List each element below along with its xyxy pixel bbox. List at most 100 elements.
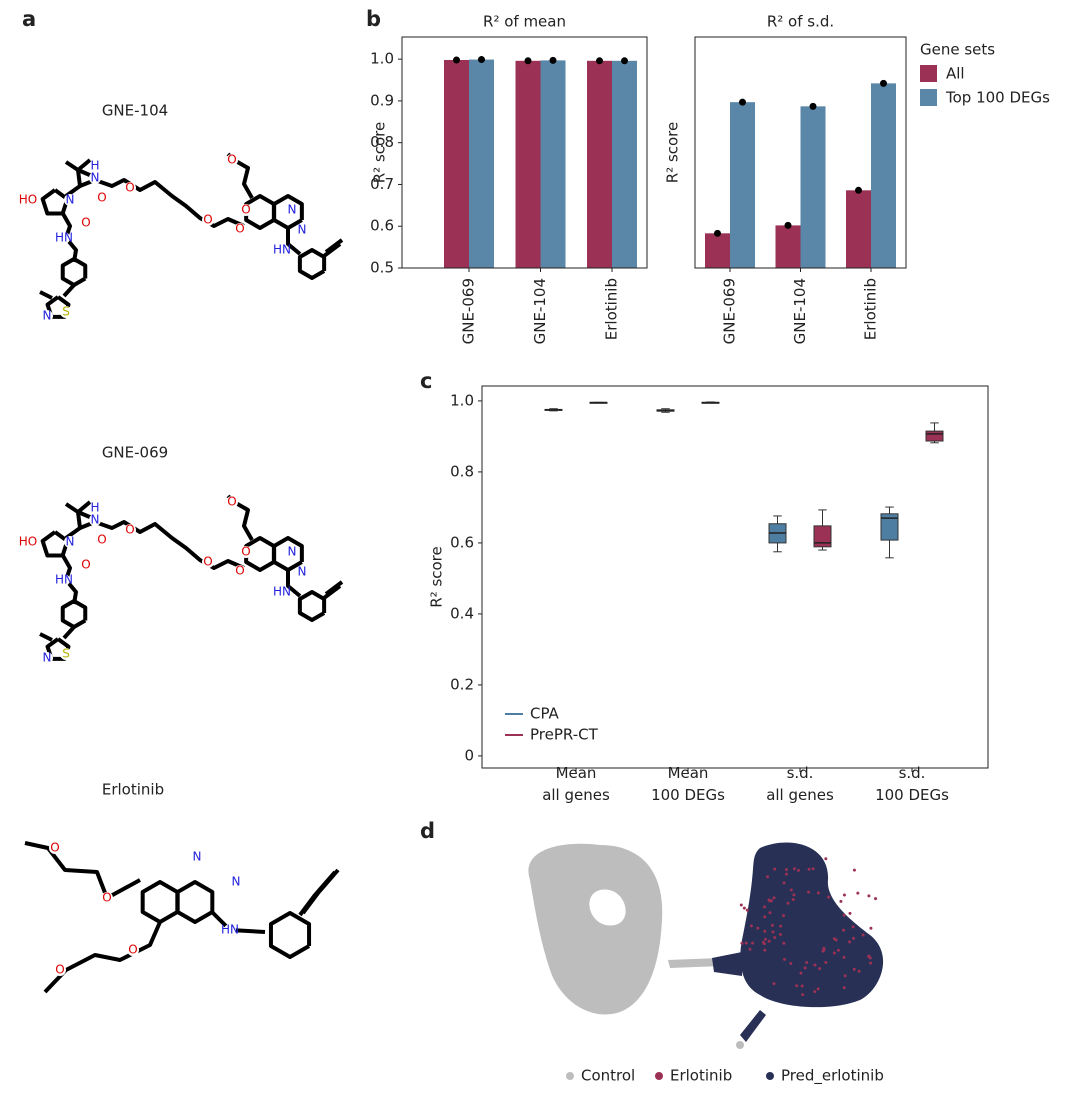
point (867, 954, 871, 958)
bar (469, 59, 494, 268)
point-cloud (712, 952, 766, 1042)
atom-label: O (235, 222, 244, 236)
point (799, 971, 803, 975)
bar (515, 60, 541, 269)
bond (286, 228, 302, 256)
bond (79, 178, 245, 228)
point (852, 868, 856, 872)
point (792, 867, 796, 871)
atom-label: N (288, 545, 297, 559)
atom-bg (89, 160, 101, 172)
point (763, 937, 767, 941)
atom-label: O (97, 191, 106, 205)
mean-dot (524, 57, 532, 65)
point-cloud (528, 843, 663, 1015)
mean-dot (739, 98, 746, 106)
y-tick-label: 0.6 (450, 533, 474, 551)
bond (39, 632, 53, 642)
atom-label: O (227, 153, 236, 167)
bond (40, 530, 70, 558)
point (789, 888, 793, 892)
point (768, 911, 772, 915)
panel-label: a (22, 7, 36, 31)
point (745, 908, 749, 912)
point (839, 899, 843, 903)
point (742, 906, 746, 910)
mean-dot (621, 57, 628, 65)
x-tick-label: Erlotinib (603, 278, 621, 340)
legend-label: Pred_erlotinib (781, 1067, 884, 1086)
point (763, 929, 767, 933)
point (807, 890, 811, 894)
point (816, 987, 820, 991)
legend-label: Erlotinib (670, 1067, 732, 1085)
point (767, 939, 771, 943)
x-tick-label: GNE-069 (721, 278, 739, 344)
legend-title: Gene sets (920, 41, 995, 59)
point (767, 898, 771, 902)
atom-bg (60, 648, 72, 660)
atom-bg (22, 536, 34, 548)
bond (301, 868, 340, 915)
x-tick-label: Erlotinib (862, 278, 880, 340)
bar (846, 190, 871, 268)
point (782, 881, 786, 885)
bond (324, 238, 344, 254)
y-tick-label: 0.8 (450, 462, 474, 480)
bond (64, 160, 80, 172)
atom-label: N (288, 203, 297, 217)
atom-bg (234, 565, 246, 577)
legend-swatch (920, 89, 937, 106)
y-tick-label: 0.9 (370, 91, 394, 109)
point (852, 936, 856, 940)
atom-label: O (50, 841, 59, 855)
atom-label: O (128, 943, 137, 957)
point (843, 974, 847, 978)
point (763, 948, 767, 952)
bond (62, 625, 76, 640)
bond (76, 500, 92, 514)
box (880, 513, 899, 541)
point (856, 891, 860, 895)
bond (39, 290, 53, 300)
legend-label: Top 100 DEGs (945, 89, 1050, 107)
point (762, 942, 766, 946)
legend-label: All (946, 65, 965, 83)
atom-bg (54, 964, 66, 976)
atom-label: O (125, 523, 134, 537)
atom-label: O (203, 213, 212, 227)
legend-marker (655, 1072, 663, 1080)
legend-marker (766, 1072, 774, 1080)
mean-dot (596, 57, 603, 65)
plot-frame (481, 385, 989, 769)
point (779, 924, 783, 928)
legend-marker (566, 1072, 574, 1080)
point (773, 936, 777, 940)
point (791, 898, 795, 902)
atom-bg (191, 851, 203, 863)
point (771, 930, 775, 934)
atom-label: HN (273, 243, 291, 257)
atom-bg (49, 842, 61, 854)
atom-bg (80, 559, 92, 571)
mean-dot (880, 79, 887, 87)
point-cloud (668, 958, 722, 968)
atom-label: H (90, 159, 99, 173)
point (813, 963, 817, 967)
bond (268, 911, 312, 959)
point (805, 961, 809, 965)
point (852, 967, 856, 971)
point (756, 926, 760, 930)
atom-label: O (55, 963, 64, 977)
atom-label: S (62, 647, 70, 661)
bond (43, 921, 162, 994)
x-tick-label: s.d. all genes (766, 764, 834, 804)
atom-bg (202, 214, 214, 226)
atom-label: H (90, 501, 99, 515)
molecule-name: GNE-069 (102, 444, 168, 462)
atom-bg (101, 892, 113, 904)
atom-bg (124, 182, 136, 194)
bond (77, 168, 93, 178)
